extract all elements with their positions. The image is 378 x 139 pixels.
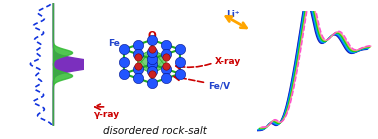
Polygon shape (138, 66, 166, 74)
Text: Fe/V: Fe/V (208, 81, 230, 90)
Polygon shape (138, 57, 152, 74)
Polygon shape (138, 49, 166, 66)
Text: Fe: Fe (108, 39, 119, 48)
Polygon shape (138, 57, 166, 74)
Polygon shape (152, 49, 166, 66)
Polygon shape (152, 57, 166, 74)
Text: Li⁺: Li⁺ (226, 10, 240, 19)
Text: X-ray: X-ray (215, 57, 242, 66)
Text: disordered rock-salt: disordered rock-salt (104, 126, 208, 136)
Text: O: O (147, 31, 156, 41)
Polygon shape (138, 49, 152, 66)
Text: γ-ray: γ-ray (93, 110, 119, 119)
Polygon shape (138, 49, 166, 57)
